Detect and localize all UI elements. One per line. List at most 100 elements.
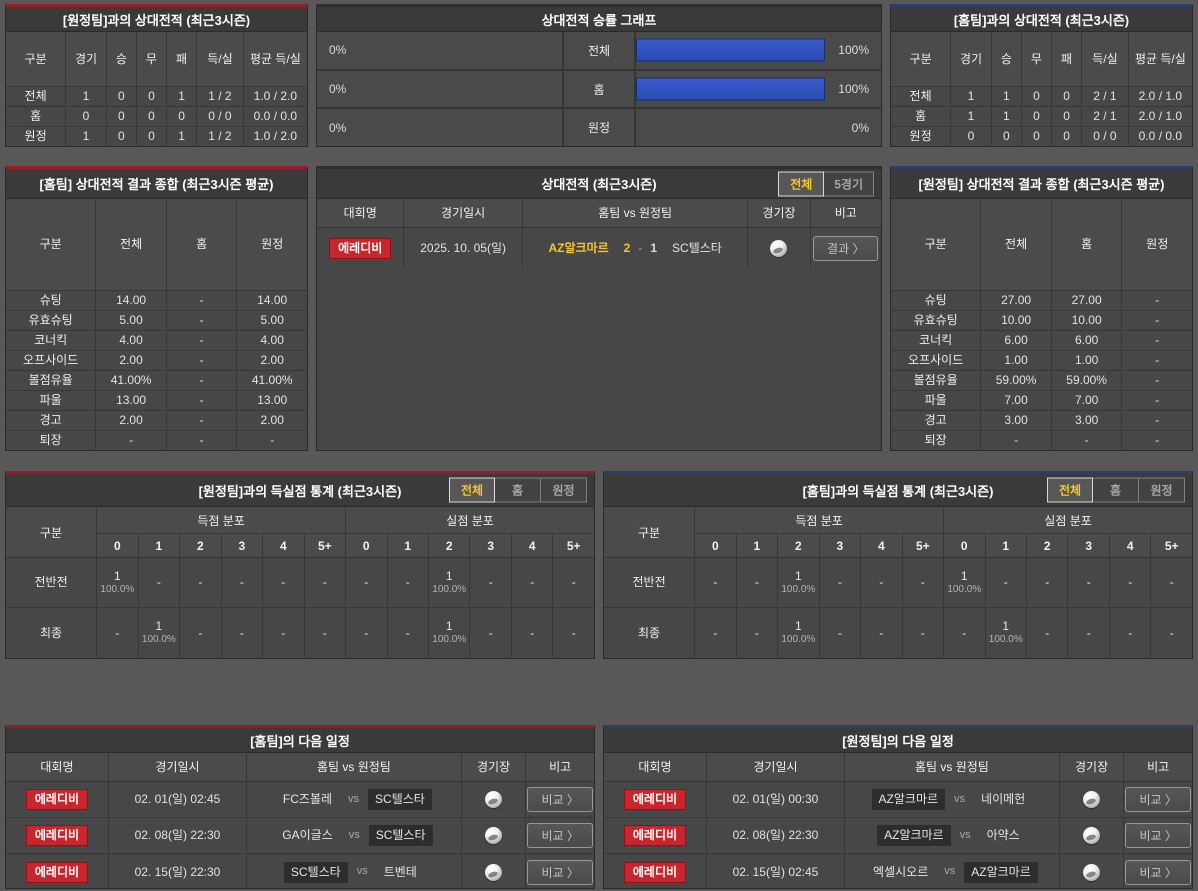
concede-cell: -: [511, 558, 554, 608]
stats-row: 퇴장 - - -: [6, 431, 307, 450]
panel-title-text: [원정팀]과의 득실점 통계 (최근3시즌): [198, 483, 402, 499]
count: -: [156, 575, 161, 589]
tab[interactable]: 원정: [541, 477, 587, 503]
stat-total: 13.00: [96, 391, 167, 411]
goal-cell: -: [221, 558, 264, 608]
h2h-row: 전체 1 0 0 1 1 / 2 1.0 / 2.0: [6, 87, 307, 107]
panel-stats-hometeam: [홈팀] 상대전적 결과 종합 (최근3시즌 평균) 구분 전체 홈 원정 슈팅…: [5, 166, 308, 451]
soccer-ball-icon[interactable]: [770, 239, 788, 257]
compare-button[interactable]: 비교 〉: [527, 787, 593, 812]
cell-avg: 1.0 / 2.0: [243, 87, 307, 107]
teams-cell: 엑셀시오르 vs AZ알크마르: [845, 854, 1060, 888]
stats-row: 경고 3.00 3.00 -: [891, 411, 1192, 431]
stadium-cell: [1059, 818, 1125, 854]
stat-away: -: [1122, 431, 1192, 450]
col-header-stadium: 경기장: [748, 199, 811, 228]
table-header-row: 구분 전체 홈 원정: [891, 199, 1192, 291]
soccer-ball-icon[interactable]: [1083, 827, 1101, 844]
graph-row: 0% 홈 100%: [317, 70, 881, 110]
panel-title: 상대전적 (최근3시즌) 전체 5경기: [317, 169, 881, 199]
col-header: 구분: [891, 199, 982, 291]
compare-button[interactable]: 비교 〉: [1125, 823, 1191, 848]
col-header: 구분: [891, 32, 952, 87]
cell-draw: 0: [136, 87, 167, 107]
count: -: [239, 575, 244, 589]
cell-draw: 0: [1021, 107, 1052, 127]
graph-row: 0% 전체 100%: [317, 32, 881, 71]
cell-goals: 1 / 2: [197, 87, 244, 107]
soccer-ball-icon[interactable]: [1083, 863, 1101, 881]
graph-right-zone: 0%: [636, 109, 881, 146]
tab[interactable]: 전체: [1047, 477, 1093, 503]
cell-games: 1: [66, 127, 107, 146]
league-cell: 에레디비: [604, 782, 707, 818]
col-header: 무: [1021, 32, 1052, 87]
count: -: [571, 625, 576, 640]
table-header-row: 대회명 경기일시 홈팀 vs 원정팀 경기장 비고: [6, 753, 594, 782]
count: -: [1169, 625, 1174, 640]
graph-left-zone: 0%: [317, 109, 562, 146]
soccer-ball-icon[interactable]: [485, 863, 503, 881]
schedule-row: 에레디비 02. 01(일) 00:30 AZ알크마르 vs 네이메헌: [604, 782, 1192, 818]
score-col: 2: [1027, 534, 1069, 558]
compare-button[interactable]: 비교 〉: [1125, 787, 1191, 812]
concede-cell: -: [470, 608, 512, 658]
soccer-ball-icon[interactable]: [1083, 791, 1101, 808]
group-header-conceded: 실점 분포: [944, 507, 1192, 534]
panel-title-text: [홈팀]과의 득실점 통계 (최근3시즌): [802, 483, 994, 499]
vs-label: vs: [348, 828, 360, 841]
result-button[interactable]: 결과 〉: [813, 235, 879, 261]
away-team-name: SC텔스타: [368, 789, 432, 810]
cell-draw: 0: [1021, 87, 1052, 107]
stats-away-table: 구분 전체 홈 원정 슈팅 27.00 27.00 -: [891, 199, 1192, 450]
cell-avg: 0.0 / 0.0: [243, 107, 307, 127]
concede-cell: -: [1027, 608, 1069, 658]
concede-cell: -: [553, 608, 594, 658]
goals-row: 전반전 - - 1 100.0% - - - 1 100.0% - - - -: [604, 558, 1192, 608]
left-percent-label: 0%: [329, 82, 347, 96]
tab[interactable]: 원정: [1139, 477, 1185, 503]
tab[interactable]: 5경기: [824, 171, 874, 196]
cell-lose: 1: [167, 87, 198, 107]
stat-away: 5.00: [237, 311, 307, 331]
remark-cell: 비교 〉: [526, 854, 594, 888]
goal-cell: -: [263, 558, 305, 608]
soccer-ball-icon[interactable]: [485, 791, 503, 808]
stats-row: 슈팅 27.00 27.00 -: [891, 291, 1192, 311]
left-percent-label: 0%: [329, 43, 347, 58]
count: 1: [114, 568, 121, 583]
count: -: [364, 575, 369, 589]
table-header-row: 대회명 경기일시 홈팀 vs 원정팀 경기장 비고: [604, 753, 1192, 782]
compare-button[interactable]: 비교 〉: [527, 823, 593, 848]
row-label: 전반전: [604, 558, 696, 608]
home-team-name: SC텔스타: [283, 861, 348, 883]
tab[interactable]: 홈: [1093, 477, 1139, 503]
goal-cell: -: [695, 608, 737, 658]
score-col: 5+: [304, 534, 347, 558]
soccer-ball-icon[interactable]: [485, 827, 503, 844]
compare-button[interactable]: 비교 〉: [1125, 859, 1191, 885]
tab[interactable]: 홈: [495, 477, 541, 503]
count: -: [488, 575, 493, 589]
panel-title-text: 상대전적 (최근3시즌): [541, 177, 657, 192]
table-header: 구분 득점 분포 실점 분포 0 1 2 3 4 5+: [604, 507, 1192, 558]
concede-cell: -: [387, 608, 429, 658]
compare-button[interactable]: 비교 〉: [527, 859, 593, 885]
stat-home: -: [166, 391, 238, 411]
remark-cell: 비교 〉: [526, 818, 594, 854]
h2h-row: 원정 0 0 0 0 0 / 0 0.0 / 0.0: [891, 127, 1192, 146]
h2h-row: 전체 1 1 0 0 2 / 1 2.0 / 1.0: [891, 87, 1192, 107]
stat-label: 퇴장: [891, 431, 982, 450]
concede-cell: -: [1109, 608, 1152, 658]
stats-row: 볼점유율 41.00% - 41.00%: [6, 371, 307, 391]
schedule-row: 에레디비 02. 08(일) 22:30 GA이글스 vs SC텔스타: [6, 818, 594, 854]
cell-goals: 2 / 1: [1082, 87, 1129, 107]
stat-total: 5.00: [96, 311, 167, 331]
tab[interactable]: 전체: [449, 477, 495, 503]
cell-goals: 2 / 1: [1082, 107, 1129, 127]
tab[interactable]: 전체: [778, 171, 825, 196]
count: -: [754, 625, 759, 640]
table-header-row: 구분 경기 승 무 패 득/실 평균 득/실: [6, 32, 307, 87]
league-badge: 에레디비: [623, 825, 687, 846]
